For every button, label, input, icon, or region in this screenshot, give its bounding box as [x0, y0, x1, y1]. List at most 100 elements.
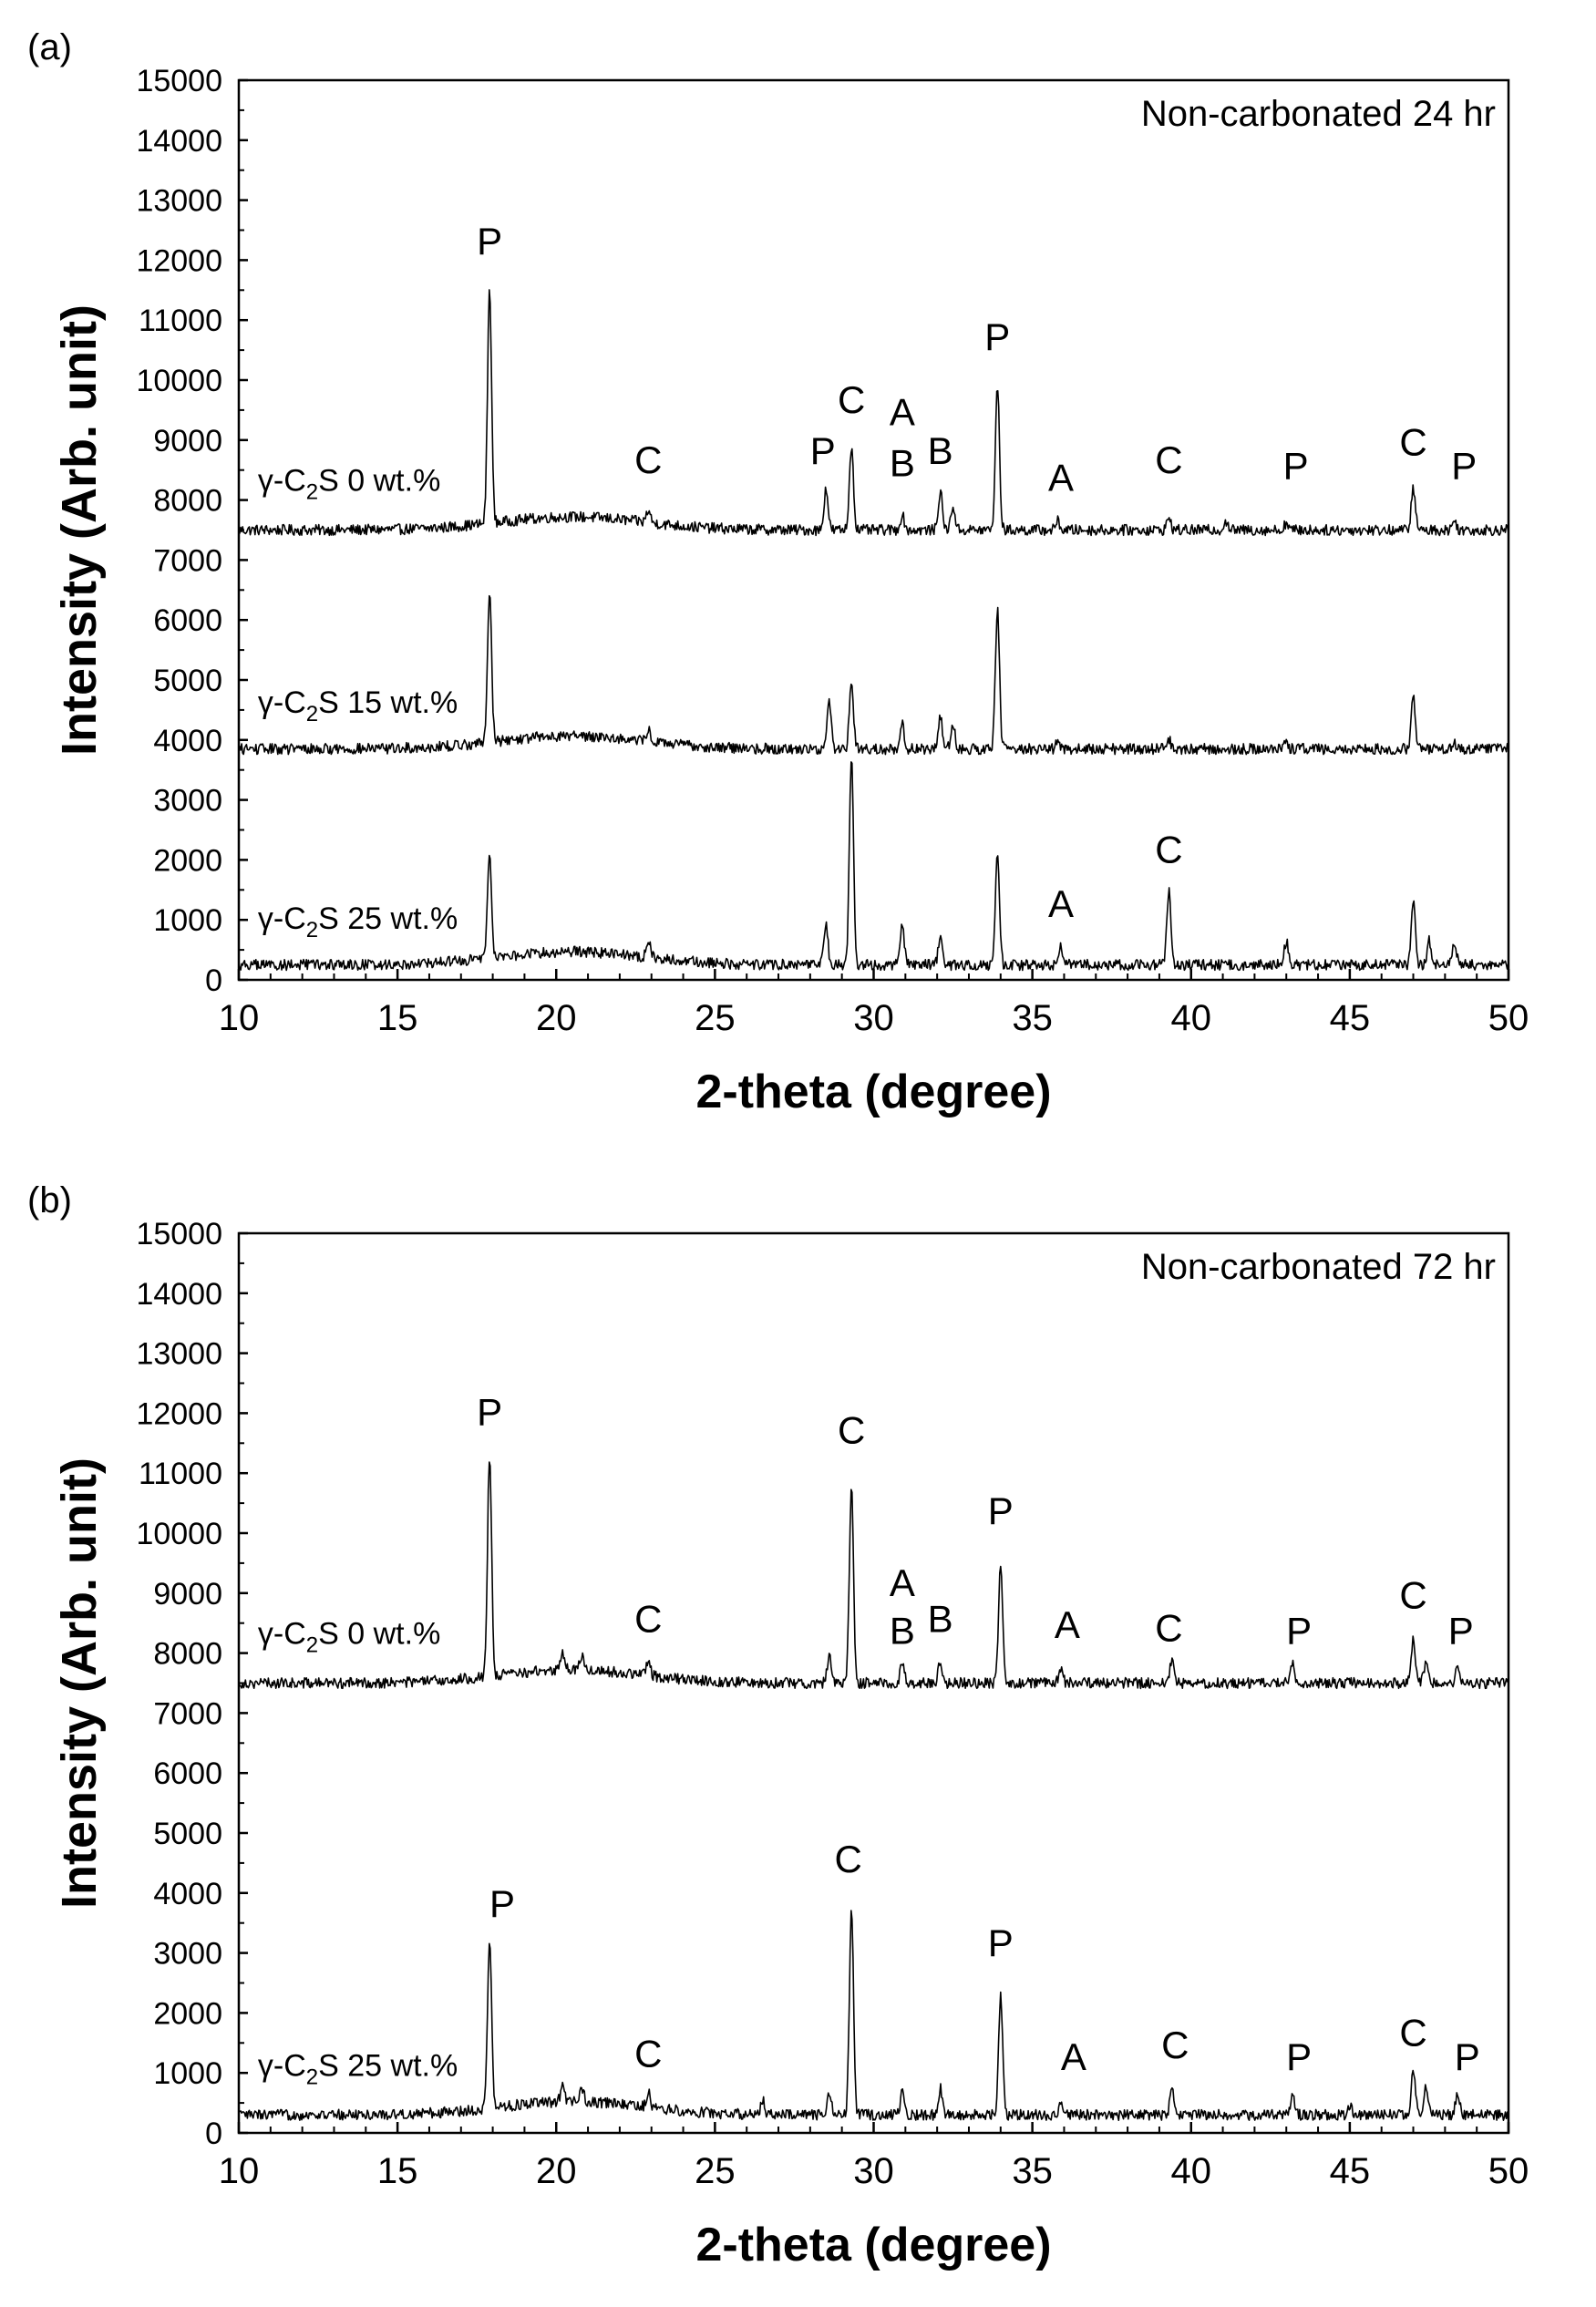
- peak-annotation: P: [489, 1882, 515, 1925]
- peak-annotation: P: [477, 220, 502, 263]
- y-tick-label: 13000: [136, 184, 222, 219]
- peak-annotation: P: [1448, 1610, 1474, 1653]
- peak-annotation: P: [984, 315, 1010, 358]
- peak-annotation: C: [838, 378, 865, 421]
- x-tick-label: 40: [1171, 998, 1212, 1038]
- peak-annotation: A: [1055, 1603, 1080, 1646]
- x-tick-label: 50: [1488, 998, 1529, 1038]
- peak-annotation: A: [890, 390, 915, 433]
- x-tick-label: 35: [1012, 2151, 1053, 2191]
- x-axis-label: 2-theta (degree): [695, 1066, 1051, 1118]
- y-tick-label: 14000: [136, 124, 222, 159]
- x-tick-label: 50: [1488, 2151, 1529, 2191]
- x-tick-label: 30: [853, 998, 894, 1038]
- peak-annotation: P: [1455, 2035, 1480, 2078]
- peak-annotation: P: [810, 429, 836, 472]
- peak-annotation: B: [890, 1610, 915, 1653]
- y-tick-label: 8000: [153, 1637, 222, 1672]
- y-tick-label: 13000: [136, 1337, 222, 1372]
- peak-annotation: C: [1399, 420, 1426, 463]
- peak-annotation: P: [1451, 445, 1477, 488]
- peak-annotation: P: [1286, 1610, 1312, 1653]
- x-axis-label: 2-theta (degree): [695, 2219, 1051, 2271]
- y-tick-label: 12000: [136, 243, 222, 278]
- x-tick-label: 20: [536, 2151, 577, 2191]
- series-line: [238, 761, 1509, 972]
- y-tick-label: 9000: [153, 1577, 222, 1612]
- peak-annotation: C: [1399, 1573, 1426, 1616]
- y-tick-label: 2000: [153, 843, 222, 878]
- y-tick-label: 0: [205, 2116, 222, 2151]
- x-tick-label: 30: [853, 2151, 894, 2191]
- peak-annotation: C: [1155, 829, 1182, 871]
- series-label: γ-C2S 25 wt.%: [258, 2048, 458, 2089]
- chart-title: Non-carbonated 72 hr: [1141, 1247, 1496, 1287]
- y-tick-label: 6000: [153, 1756, 222, 1791]
- y-tick-label: 11000: [139, 304, 222, 338]
- peak-annotation: C: [1155, 1606, 1182, 1649]
- y-tick-label: 3000: [153, 1937, 222, 1972]
- peak-annotation: A: [1048, 457, 1074, 500]
- y-tick-label: 7000: [153, 1696, 222, 1731]
- peak-annotation: P: [477, 1391, 502, 1434]
- x-tick-label: 10: [219, 2151, 260, 2191]
- y-tick-label: 5000: [153, 1817, 222, 1851]
- series-label: γ-C2S 0 wt.%: [258, 464, 440, 505]
- peak-annotation: C: [838, 1408, 865, 1451]
- y-tick-label: 10000: [136, 1517, 222, 1551]
- y-tick-label: 5000: [153, 664, 222, 698]
- x-tick-label: 45: [1330, 2151, 1371, 2191]
- peak-annotation: P: [1286, 2035, 1312, 2078]
- peak-annotation: C: [634, 1598, 662, 1641]
- y-tick-label: 10000: [136, 364, 222, 398]
- series-line: [238, 1461, 1509, 1690]
- x-tick-label: 15: [377, 2151, 418, 2191]
- panel-label-a: (a): [27, 27, 72, 67]
- series-label: γ-C2S 15 wt.%: [258, 685, 458, 726]
- y-tick-label: 12000: [136, 1396, 222, 1431]
- peak-annotation: A: [1061, 2035, 1086, 2078]
- series-line: [238, 594, 1509, 756]
- chart-panel-b: (b) Non-carbonated 72 hr 0 1000 2000 3000 400…: [0, 1153, 1596, 2306]
- x-tick-label: 45: [1330, 998, 1371, 1038]
- x-tick-label: 25: [695, 2151, 736, 2191]
- y-tick-label: 9000: [153, 424, 222, 458]
- x-tick-label: 40: [1171, 2151, 1212, 2191]
- x-tick-label: 20: [536, 998, 577, 1038]
- peak-annotation: C: [1161, 2024, 1189, 2066]
- y-tick-label: 7000: [153, 543, 222, 578]
- peak-annotation: C: [634, 438, 662, 481]
- y-axis-label: Intensity (Arb. unit): [52, 1457, 107, 1909]
- x-tick-label: 15: [377, 998, 418, 1038]
- panel-label-b: (b): [27, 1180, 72, 1220]
- peak-annotation: C: [634, 2033, 662, 2075]
- y-tick-label: 3000: [153, 784, 222, 819]
- x-tick-label: 25: [695, 998, 736, 1038]
- xrd-chart-a: Non-carbonated 24 hr 0 1000 2000 3000 4000 500…: [52, 64, 1529, 1118]
- peak-annotation: P: [988, 1921, 1014, 1964]
- peak-annotation: P: [1283, 445, 1309, 488]
- y-axis-label: Intensity (Arb. unit): [52, 304, 107, 756]
- y-tick-label: 0: [205, 963, 222, 998]
- peak-annotation: A: [1048, 882, 1074, 925]
- chart-title: Non-carbonated 24 hr: [1141, 94, 1496, 134]
- peak-annotation: B: [928, 429, 953, 472]
- y-tick-label: 6000: [153, 603, 222, 638]
- y-tick-label: 15000: [136, 64, 222, 98]
- series-line: [238, 289, 1509, 537]
- y-tick-label: 2000: [153, 1996, 222, 2031]
- x-tick-label: 35: [1012, 998, 1053, 1038]
- y-tick-label: 1000: [153, 2056, 222, 2091]
- chart-panel-a: (a) Non-carbonated 24 hr 0 1000 2000 3000 400…: [0, 0, 1596, 1153]
- y-tick-label: 15000: [136, 1217, 222, 1251]
- x-tick-label: 10: [219, 998, 260, 1038]
- series-label: γ-C2S 25 wt.%: [258, 901, 458, 942]
- y-tick-label: 8000: [153, 484, 222, 519]
- peak-annotation: P: [988, 1489, 1014, 1532]
- y-tick-label: 4000: [153, 1877, 222, 1911]
- peak-annotation: C: [1399, 2012, 1426, 2055]
- peak-annotation: B: [890, 441, 915, 484]
- series-label: γ-C2S 0 wt.%: [258, 1617, 440, 1658]
- y-tick-label: 11000: [139, 1457, 222, 1491]
- xrd-chart-b: Non-carbonated 72 hr 0 1000 2000 3000 4000 500…: [52, 1217, 1529, 2271]
